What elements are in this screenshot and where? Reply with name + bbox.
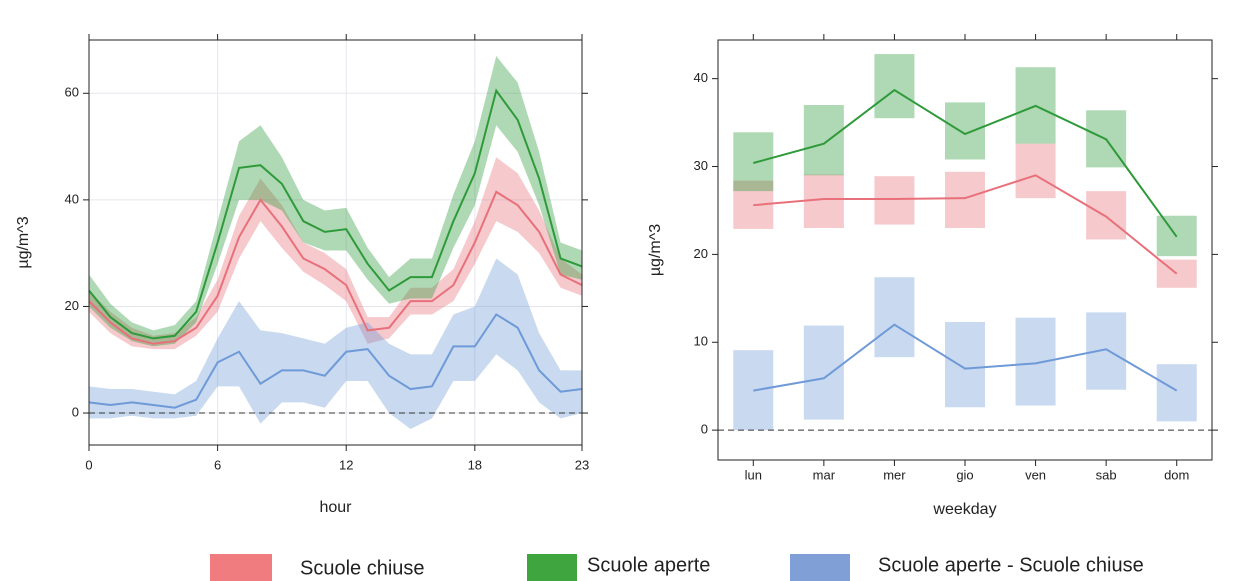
series-line <box>88 313 583 409</box>
series-line <box>753 88 1178 238</box>
confidence-box <box>945 171 985 229</box>
confidence-band <box>89 55 582 347</box>
legend-label: Scuole aperte - Scuole chiuse <box>878 554 1144 576</box>
x-tick-label: ven <box>1025 467 1046 482</box>
y-tick-label: 20 <box>694 246 708 261</box>
x-tick-label: sab <box>1096 467 1117 482</box>
x-tick-label: mer <box>883 467 906 482</box>
confidence-box <box>803 105 844 176</box>
plot-frame <box>88 39 583 446</box>
legend-label: Scuole aperte <box>587 554 710 576</box>
confidence-box <box>803 325 844 420</box>
confidence-box <box>1156 364 1197 422</box>
confidence-box <box>1015 317 1056 406</box>
confidence-box <box>874 277 915 358</box>
confidence-box <box>803 174 844 229</box>
x-axis-title: weekday <box>932 501 996 518</box>
x-tick-label: dom <box>1164 467 1189 482</box>
series-line <box>753 323 1178 392</box>
confidence-box <box>874 54 915 119</box>
confidence-box <box>1015 143 1056 199</box>
y-tick-label: 40 <box>65 191 79 206</box>
y-tick-label: 0 <box>701 422 708 437</box>
legend-label: Scuole chiuse <box>300 557 425 579</box>
confidence-box <box>874 176 915 225</box>
x-tick-label: 12 <box>339 457 353 472</box>
x-tick-label: 0 <box>85 457 92 472</box>
legend-swatch <box>790 554 850 581</box>
x-axis-title: hour <box>319 499 352 516</box>
confidence-band <box>89 258 582 430</box>
y-tick-label: 40 <box>694 70 708 85</box>
series-line <box>88 190 583 345</box>
y-tick-label: 60 <box>65 85 79 100</box>
y-axis-title: µg/m^3 <box>647 224 664 276</box>
x-tick-label: lun <box>745 467 762 482</box>
confidence-box <box>945 322 985 408</box>
confidence-box <box>1156 259 1197 288</box>
confidence-box <box>945 102 985 160</box>
legend-swatch <box>527 554 577 581</box>
x-tick-label: mar <box>813 467 836 482</box>
y-tick-label: 0 <box>72 404 79 419</box>
series-line <box>88 88 583 340</box>
legend-swatch <box>210 554 272 581</box>
y-tick-label: 20 <box>65 298 79 313</box>
series-line <box>753 174 1178 275</box>
x-tick-label: 6 <box>214 457 221 472</box>
x-tick-label: gio <box>956 467 973 482</box>
y-tick-label: 30 <box>694 158 708 173</box>
confidence-box <box>1086 191 1127 240</box>
confidence-band <box>89 157 582 350</box>
confidence-box <box>733 132 774 192</box>
x-tick-label: 18 <box>468 457 482 472</box>
x-tick-label: 23 <box>575 457 589 472</box>
y-tick-label: 10 <box>694 334 708 349</box>
confidence-box <box>1086 312 1127 390</box>
y-axis-title: µg/m^3 <box>15 216 32 268</box>
